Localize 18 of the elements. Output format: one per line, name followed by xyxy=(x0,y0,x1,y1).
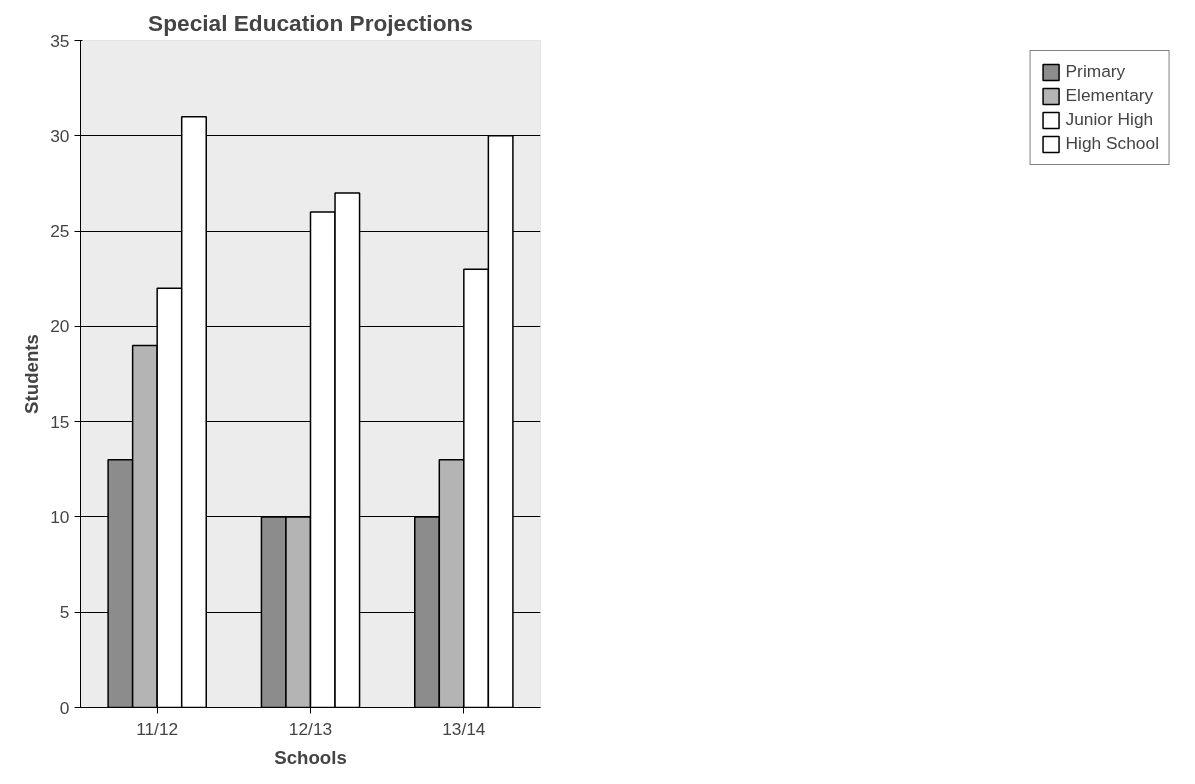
legend-label: Junior High xyxy=(1065,109,1154,130)
legend-label: Elementary xyxy=(1065,85,1154,106)
y-tick-label: 20 xyxy=(50,316,70,337)
chart-title: Special Education Projections xyxy=(148,9,473,36)
y-tick-label: 35 xyxy=(50,30,70,51)
legend-label: Primary xyxy=(1065,61,1126,82)
y-tick-label: 5 xyxy=(59,602,70,623)
x-tick-label: 12/13 xyxy=(288,718,333,739)
y-tick-label: 10 xyxy=(50,506,70,527)
y-axis-title: Students xyxy=(21,334,43,414)
x-tick-label: 13/14 xyxy=(442,718,486,739)
y-tick-label: 30 xyxy=(50,125,70,146)
y-tick-label: 15 xyxy=(50,411,70,432)
x-axis-title: Schools xyxy=(274,746,347,768)
legend-label: High School xyxy=(1065,133,1159,154)
x-tick-label: 11/12 xyxy=(136,718,179,739)
y-tick-label: 0 xyxy=(59,697,70,718)
y-tick-label: 25 xyxy=(50,221,70,242)
